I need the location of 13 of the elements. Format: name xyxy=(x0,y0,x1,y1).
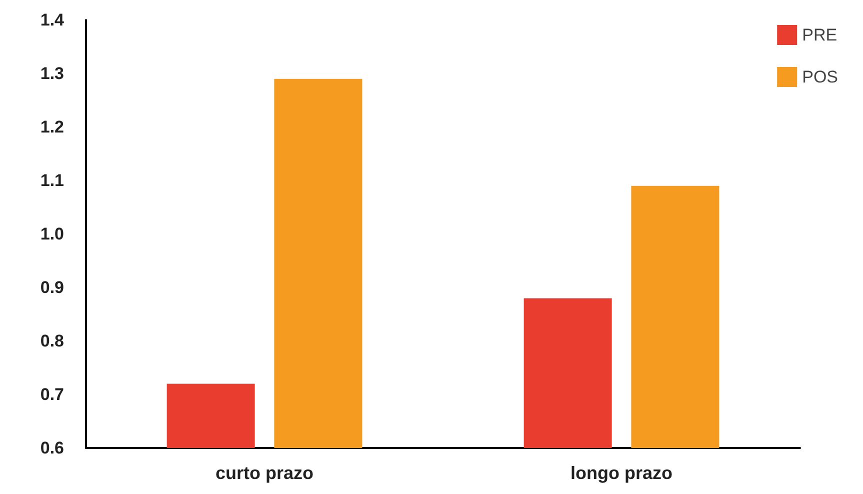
legend-label: POS xyxy=(802,68,838,86)
y-tick-label: 0.8 xyxy=(40,332,64,350)
y-tick-label: 1.4 xyxy=(40,10,65,30)
y-tick-label: 1.2 xyxy=(40,118,64,136)
y-tick-label: 1.1 xyxy=(40,171,64,190)
x-tick-label: curto prazo xyxy=(215,463,314,483)
y-tick-label: 1.3 xyxy=(40,64,64,83)
y-tick-label: 0.9 xyxy=(40,278,64,297)
legend-label: PRE xyxy=(802,26,838,44)
y-tick-label: 1.0 xyxy=(40,224,64,244)
x-tick-label: longo prazo xyxy=(570,463,672,483)
y-tick-label: 0.7 xyxy=(40,385,64,404)
y-tick-label: 0.6 xyxy=(40,438,64,458)
